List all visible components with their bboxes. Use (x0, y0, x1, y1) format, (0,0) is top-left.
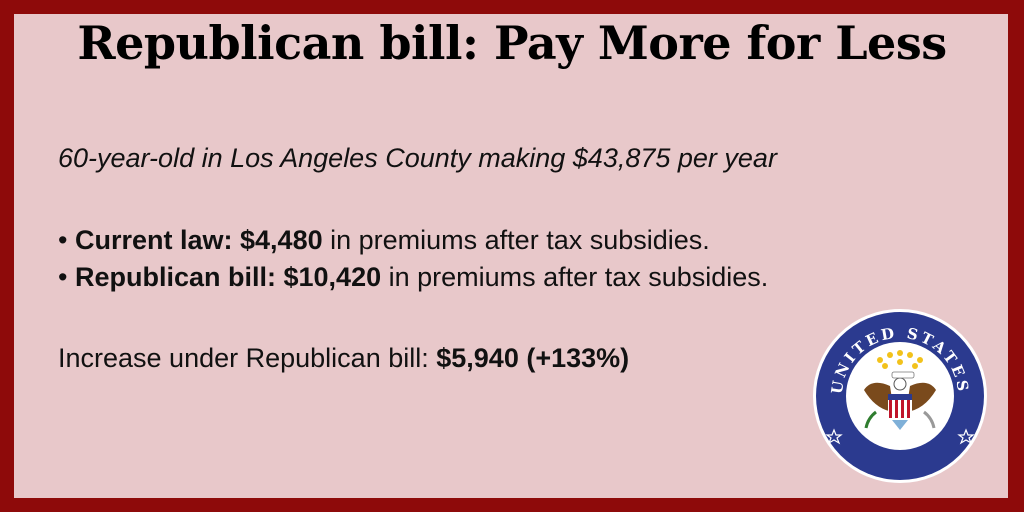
senate-seal-logo: UNITED STATES SENATE (813, 309, 987, 483)
bullet-marker: • (58, 225, 68, 255)
seal-gold-stars (877, 350, 923, 369)
bullet-text: in premiums after tax subsidies. (330, 225, 710, 255)
eagle-icon (864, 371, 936, 430)
subtitle: 60-year-old in Los Angeles County making… (58, 143, 777, 173)
seal-star-icons (825, 428, 975, 445)
bullet-marker: • (58, 262, 68, 292)
bullet-amount: $10,420 (283, 262, 382, 292)
bullet-current-law: • Current law: $4,480 in premiums after … (58, 225, 710, 256)
increase-line: Increase under Republican bill: $5,940 (… (58, 343, 629, 374)
bullet-text: in premiums after tax subsidies. (388, 262, 769, 292)
bullet-label: Republican bill: (74, 262, 276, 292)
bullet-amount: $4,480 (240, 225, 323, 255)
page-title: Republican bill: Pay More for Less (77, 16, 947, 70)
bullet-republican-bill: • Republican bill: $10,420 in premiums a… (58, 262, 768, 293)
bullet-label: Current law: (74, 225, 233, 255)
increase-text: Increase under Republican bill: (58, 343, 429, 373)
increase-amount: $5,940 (+133%) (436, 343, 630, 373)
